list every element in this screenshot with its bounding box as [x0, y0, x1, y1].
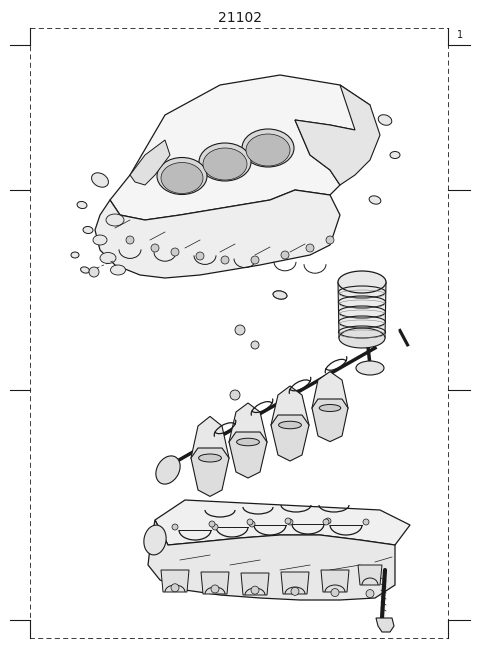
- Circle shape: [212, 524, 218, 530]
- Polygon shape: [376, 618, 394, 632]
- Polygon shape: [155, 500, 410, 545]
- Ellipse shape: [100, 252, 116, 263]
- Ellipse shape: [278, 421, 301, 429]
- Circle shape: [211, 585, 219, 593]
- Circle shape: [366, 589, 374, 598]
- Polygon shape: [295, 85, 380, 185]
- Ellipse shape: [93, 235, 107, 245]
- Polygon shape: [201, 572, 229, 594]
- Circle shape: [325, 518, 331, 524]
- Circle shape: [363, 519, 369, 525]
- Polygon shape: [148, 520, 395, 600]
- Ellipse shape: [242, 129, 294, 167]
- Ellipse shape: [237, 438, 259, 445]
- Ellipse shape: [156, 456, 180, 484]
- Ellipse shape: [92, 173, 108, 187]
- Circle shape: [251, 341, 259, 349]
- Ellipse shape: [378, 115, 392, 125]
- Polygon shape: [358, 565, 382, 585]
- Ellipse shape: [390, 152, 400, 158]
- Text: 21102: 21102: [218, 11, 262, 25]
- Circle shape: [287, 519, 293, 525]
- Circle shape: [235, 325, 245, 335]
- Ellipse shape: [319, 405, 341, 411]
- Circle shape: [171, 248, 179, 256]
- Ellipse shape: [81, 267, 89, 273]
- Polygon shape: [130, 140, 170, 185]
- Polygon shape: [191, 417, 229, 474]
- Ellipse shape: [246, 134, 290, 166]
- Circle shape: [209, 521, 215, 527]
- Ellipse shape: [199, 454, 221, 462]
- Circle shape: [291, 587, 299, 595]
- Polygon shape: [312, 399, 348, 442]
- Ellipse shape: [157, 158, 207, 194]
- Ellipse shape: [110, 265, 125, 275]
- Ellipse shape: [199, 143, 251, 181]
- Ellipse shape: [71, 252, 79, 258]
- Polygon shape: [271, 415, 309, 461]
- Circle shape: [249, 521, 255, 527]
- Ellipse shape: [106, 214, 124, 226]
- Circle shape: [89, 267, 99, 277]
- Circle shape: [230, 390, 240, 400]
- Circle shape: [285, 518, 291, 524]
- Circle shape: [247, 519, 253, 525]
- Ellipse shape: [203, 148, 247, 180]
- Polygon shape: [191, 448, 229, 497]
- Ellipse shape: [369, 196, 381, 204]
- Polygon shape: [312, 372, 348, 422]
- Ellipse shape: [161, 162, 203, 194]
- Polygon shape: [241, 573, 269, 595]
- Circle shape: [171, 584, 179, 592]
- Circle shape: [306, 244, 314, 252]
- Polygon shape: [95, 190, 340, 278]
- Circle shape: [251, 256, 259, 264]
- Circle shape: [326, 236, 334, 244]
- Circle shape: [323, 519, 329, 525]
- Polygon shape: [110, 75, 370, 220]
- Polygon shape: [281, 572, 309, 594]
- Ellipse shape: [77, 202, 87, 208]
- Ellipse shape: [356, 361, 384, 375]
- Polygon shape: [271, 386, 309, 440]
- Polygon shape: [229, 432, 267, 478]
- Text: 1: 1: [457, 30, 463, 40]
- Polygon shape: [338, 282, 386, 338]
- Circle shape: [151, 244, 159, 252]
- Bar: [30, 28, 448, 638]
- Circle shape: [251, 586, 259, 594]
- Ellipse shape: [338, 271, 386, 293]
- Circle shape: [221, 256, 229, 264]
- Polygon shape: [321, 570, 349, 592]
- Circle shape: [126, 236, 134, 244]
- Ellipse shape: [144, 525, 166, 555]
- Circle shape: [196, 252, 204, 260]
- Ellipse shape: [339, 328, 385, 348]
- Ellipse shape: [273, 291, 287, 299]
- Circle shape: [172, 524, 178, 530]
- Ellipse shape: [273, 291, 287, 299]
- Ellipse shape: [83, 227, 93, 233]
- Circle shape: [331, 589, 339, 597]
- Polygon shape: [161, 570, 189, 592]
- Circle shape: [281, 251, 289, 259]
- Polygon shape: [229, 403, 267, 457]
